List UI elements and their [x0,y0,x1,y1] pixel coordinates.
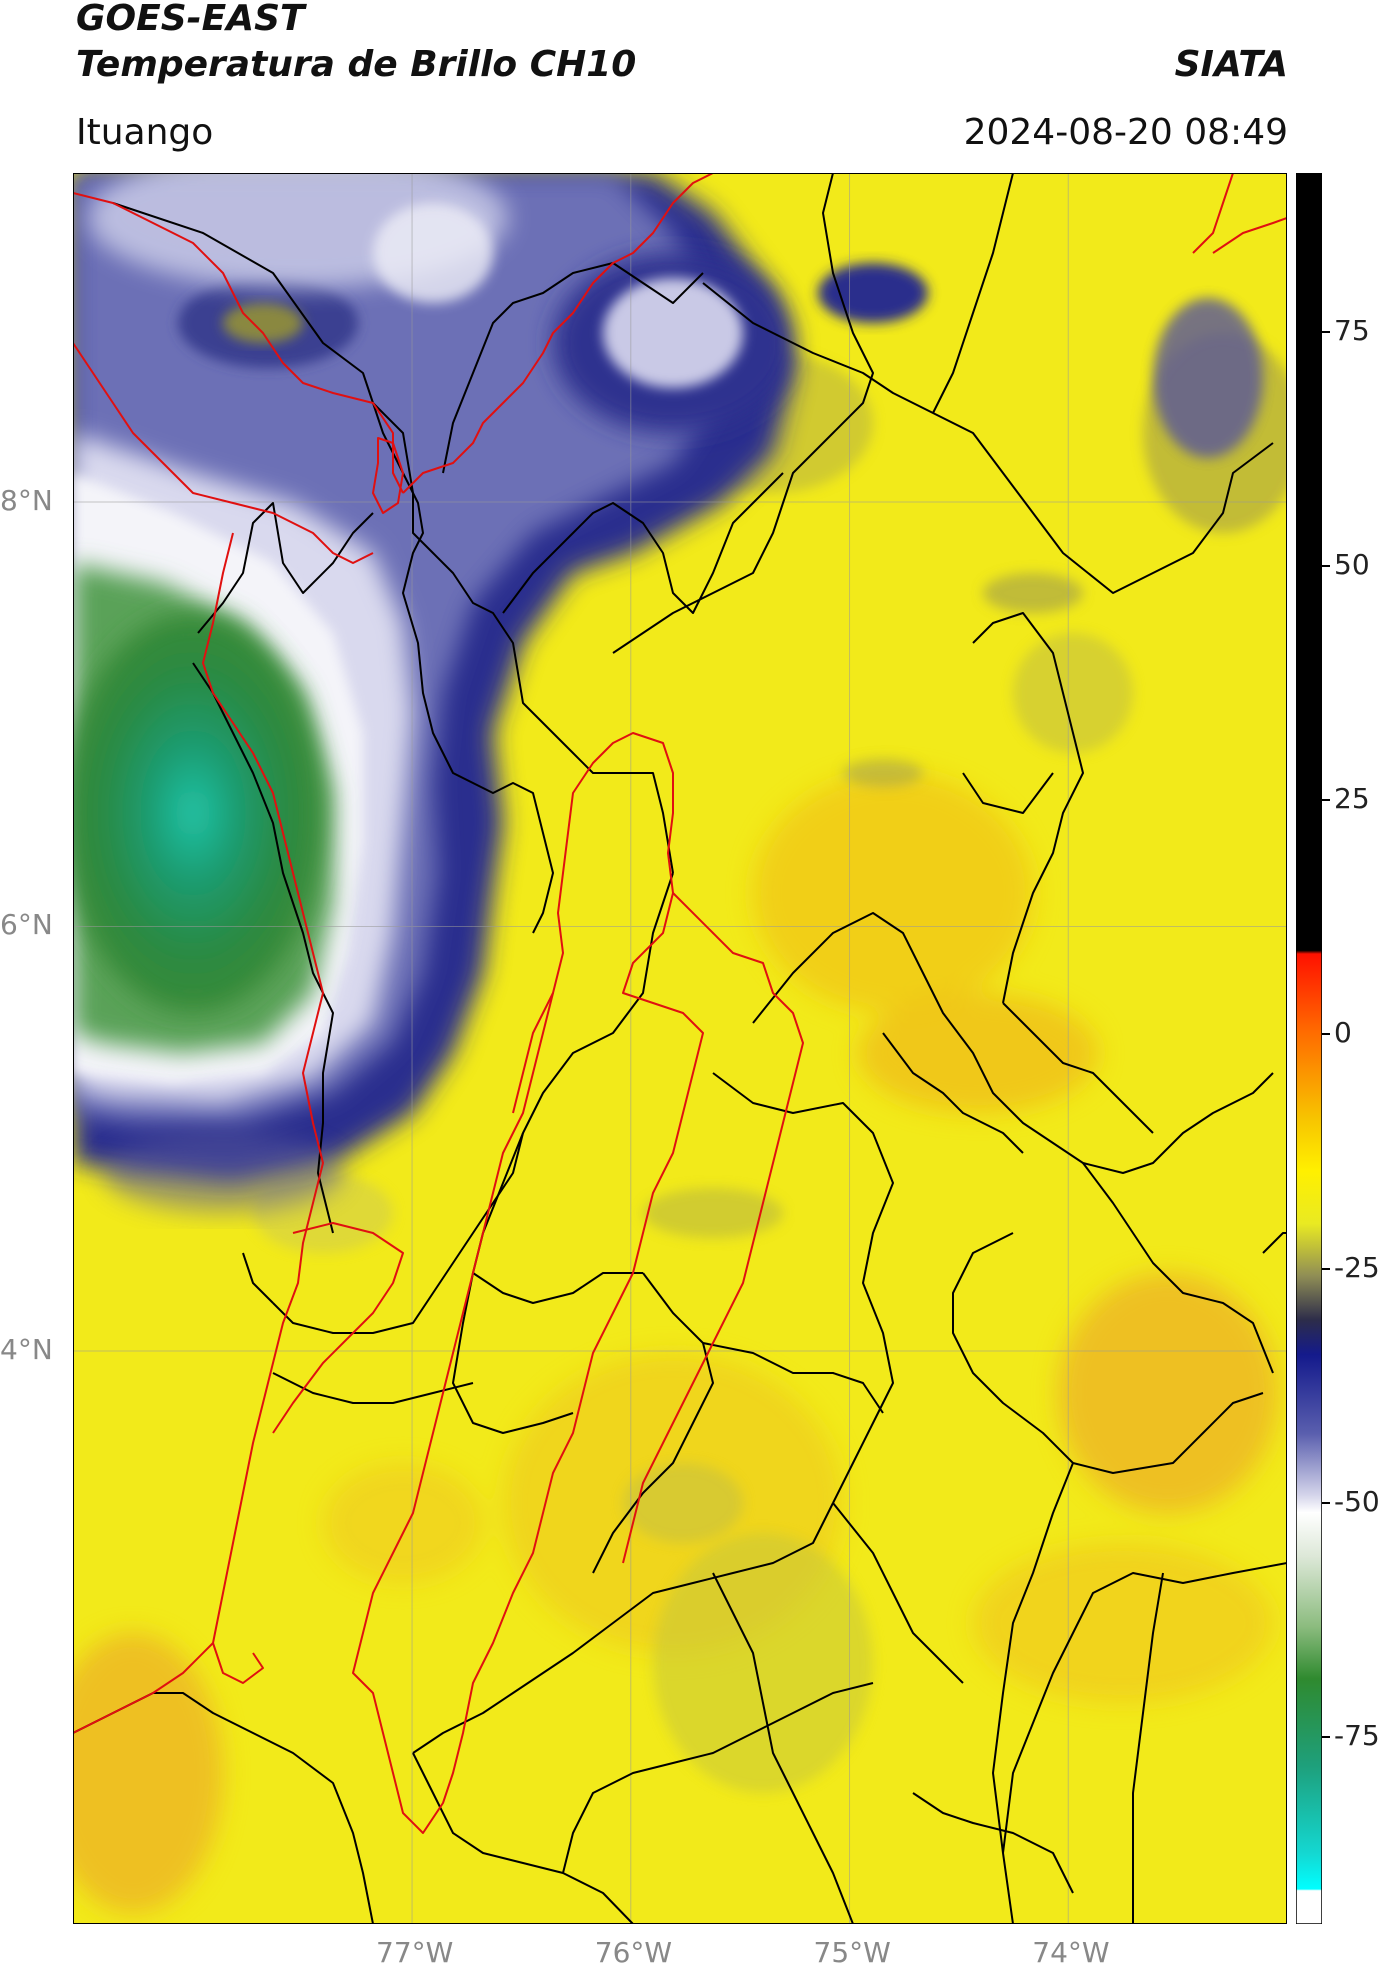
colorbar-tick-mark [1322,331,1330,334]
region-label: Ituango [76,112,214,153]
colorbar-tick-mark [1322,565,1330,568]
product-title: Temperatura de Brillo CH10 [76,44,637,85]
colorbar-tick-mark [1322,1501,1330,1504]
colorbar-tick-mark [1322,799,1330,802]
colorbar-tick-mark [1322,1735,1330,1738]
basin-and-coast [73,173,1287,1834]
colorbar-tick-label: -25 [1334,1250,1380,1284]
cloud-system [73,173,1263,1213]
colorbar-tick-label: 25 [1334,782,1370,816]
lat-label: 4°N [0,1332,53,1366]
colorbar-tick-label: 75 [1334,314,1370,348]
agency-label: SIATA [1174,44,1288,85]
timestamp-label: 2024-08-20 08:49 [963,112,1288,153]
admin-borders [73,173,1287,1924]
colorbar-tick-mark [1322,1033,1330,1036]
lon-label: 75°W [813,1936,891,1969]
colorbar-tick-label: -75 [1334,1718,1380,1752]
lon-label: 77°W [376,1936,454,1969]
colorbar-tick-label: 50 [1334,548,1370,582]
colorbar [1296,173,1322,1924]
lat-label: 8°N [0,483,53,517]
lon-label: 74°W [1032,1936,1110,1969]
satellite-title: GOES-EAST [76,0,305,39]
colorbar-tick-label: -50 [1334,1484,1380,1518]
map-canvas [73,173,1287,1924]
lat-label: 6°N [0,908,53,942]
colorbar-tick-mark [1322,1267,1330,1270]
colorbar-tick-label: 0 [1334,1016,1352,1050]
satellite-map[interactable] [73,173,1287,1924]
lon-label: 76°W [594,1936,673,1969]
